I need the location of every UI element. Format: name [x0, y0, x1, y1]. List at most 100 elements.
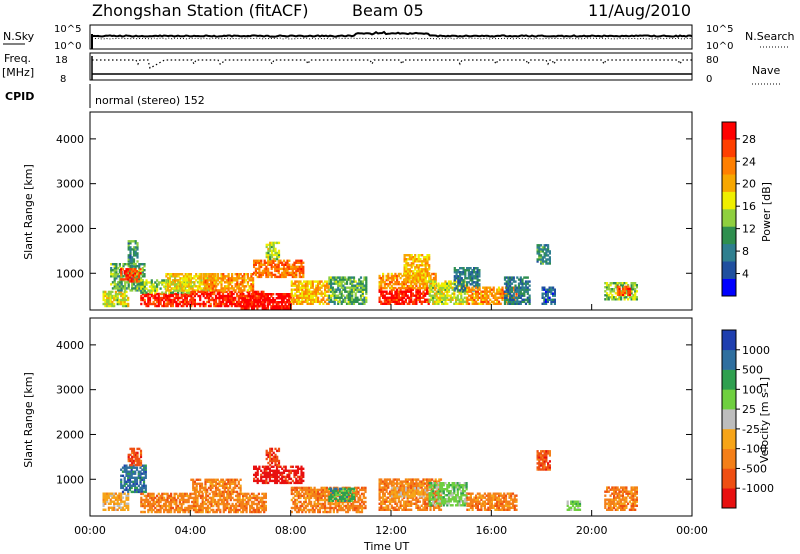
heatmap-cell: [288, 259, 291, 262]
heatmap-cell: [335, 298, 338, 301]
heatmap-cell: [389, 292, 392, 295]
heatmap-cell: [625, 290, 628, 293]
heatmap-cell: [229, 277, 232, 280]
heatmap-cell: [496, 302, 499, 305]
heatmap-cell: [156, 504, 159, 508]
heatmap-cell: [234, 302, 237, 306]
heatmap-cell: [173, 292, 176, 296]
heatmap-cell: [121, 492, 125, 495]
heatmap-cell: [127, 274, 130, 277]
heatmap-cell: [269, 457, 272, 461]
heatmap-cell: [200, 287, 203, 290]
heatmap-cell: [404, 282, 407, 286]
heatmap-cell: [548, 288, 551, 291]
heatmap-cell: [521, 300, 524, 303]
heatmap-cell: [538, 246, 541, 249]
heatmap-cell: [186, 283, 189, 286]
heatmap-cell: [422, 290, 425, 293]
heatmap-cell: [219, 502, 222, 506]
heatmap-cell: [297, 284, 300, 287]
heatmap-cell: [478, 285, 481, 288]
heatmap-cell: [301, 282, 304, 285]
heatmap-cell: [206, 292, 209, 296]
heatmap-cell: [547, 262, 550, 265]
heatmap-cell: [207, 298, 211, 302]
heatmap-cell: [247, 496, 250, 500]
heatmap-cell: [243, 494, 246, 498]
heatmap-cell: [234, 289, 237, 292]
heatmap-cell: [185, 302, 188, 306]
heatmap-cell: [330, 294, 333, 297]
heatmap-cell: [433, 294, 437, 297]
heatmap-cell: [274, 275, 277, 279]
heatmap-cell: [280, 293, 284, 296]
heatmap-cell: [516, 302, 519, 305]
heatmap-cell: [185, 291, 188, 294]
heatmap-cell: [394, 296, 397, 299]
heatmap-cell: [253, 261, 256, 264]
heatmap-cell: [399, 298, 402, 301]
heatmap-cell: [408, 272, 411, 275]
heatmap-cell: [272, 299, 275, 302]
heatmap-cell: [304, 490, 307, 494]
heatmap-cell: [449, 298, 452, 301]
heatmap-cell: [122, 263, 125, 266]
heatmap-cell: [120, 274, 123, 277]
heatmap-cell: [277, 269, 280, 273]
heatmap-cell: [107, 290, 110, 294]
heatmap-cell: [275, 267, 279, 271]
heatmap-cell: [281, 273, 284, 277]
heatmap-cell: [252, 279, 255, 282]
heatmap-cell: [193, 281, 196, 284]
heatmap-cell: [217, 498, 220, 502]
heatmap-cell: [274, 477, 277, 481]
heatmap-cell: [121, 474, 125, 477]
heatmap-cell: [113, 267, 116, 270]
heatmap-cell: [460, 300, 463, 303]
heatmap-cell: [163, 279, 166, 282]
heatmap-cell: [185, 296, 188, 300]
heatmap-cell: [121, 292, 125, 296]
heatmap-cell: [365, 296, 368, 299]
heatmap-cell: [269, 241, 272, 245]
heatmap-cell: [510, 302, 514, 305]
heatmap-cell: [184, 298, 187, 302]
heatmap-cell: [189, 275, 192, 278]
heatmap-cell: [170, 292, 173, 296]
heatmap-cell: [509, 300, 512, 303]
heatmap-cell: [274, 269, 277, 273]
heatmap-cell: [265, 307, 268, 310]
heatmap-cell: [187, 292, 190, 296]
heatmap-cell: [213, 484, 216, 487]
heatmap-cell: [138, 287, 141, 290]
heatmap-cell: [236, 492, 239, 496]
heatmap-cell: [132, 268, 135, 271]
heatmap-cell: [439, 290, 442, 293]
heatmap-cell: [306, 504, 309, 508]
heatmap-cell: [129, 248, 132, 251]
heatmap-cell: [140, 502, 143, 506]
heatmap-cell: [433, 292, 437, 295]
heatmap-cell: [281, 467, 284, 470]
heatmap-cell: [414, 258, 417, 261]
heatmap-cell: [546, 290, 549, 293]
heatmap-cell: [102, 294, 105, 298]
heatmap-cell: [214, 478, 218, 481]
heatmap-cell: [422, 260, 426, 263]
heatmap-cell: [251, 307, 254, 310]
heatmap-cell: [165, 287, 168, 290]
heatmap-cell: [199, 482, 202, 485]
heatmap-cell: [198, 506, 201, 510]
heatmap-cell: [240, 498, 243, 502]
heatmap-cell: [397, 272, 400, 276]
heatmap-cell: [236, 277, 239, 280]
heatmap-cell: [313, 280, 316, 283]
heatmap-cell: [426, 260, 429, 263]
heatmap-cell: [630, 296, 633, 299]
heatmap-cell: [240, 492, 243, 496]
heatmap-cell: [442, 288, 445, 291]
heatmap-cell: [462, 290, 465, 293]
heatmap-cell: [414, 272, 417, 275]
heatmap-cell: [272, 473, 275, 477]
heatmap-cell: [545, 252, 548, 255]
